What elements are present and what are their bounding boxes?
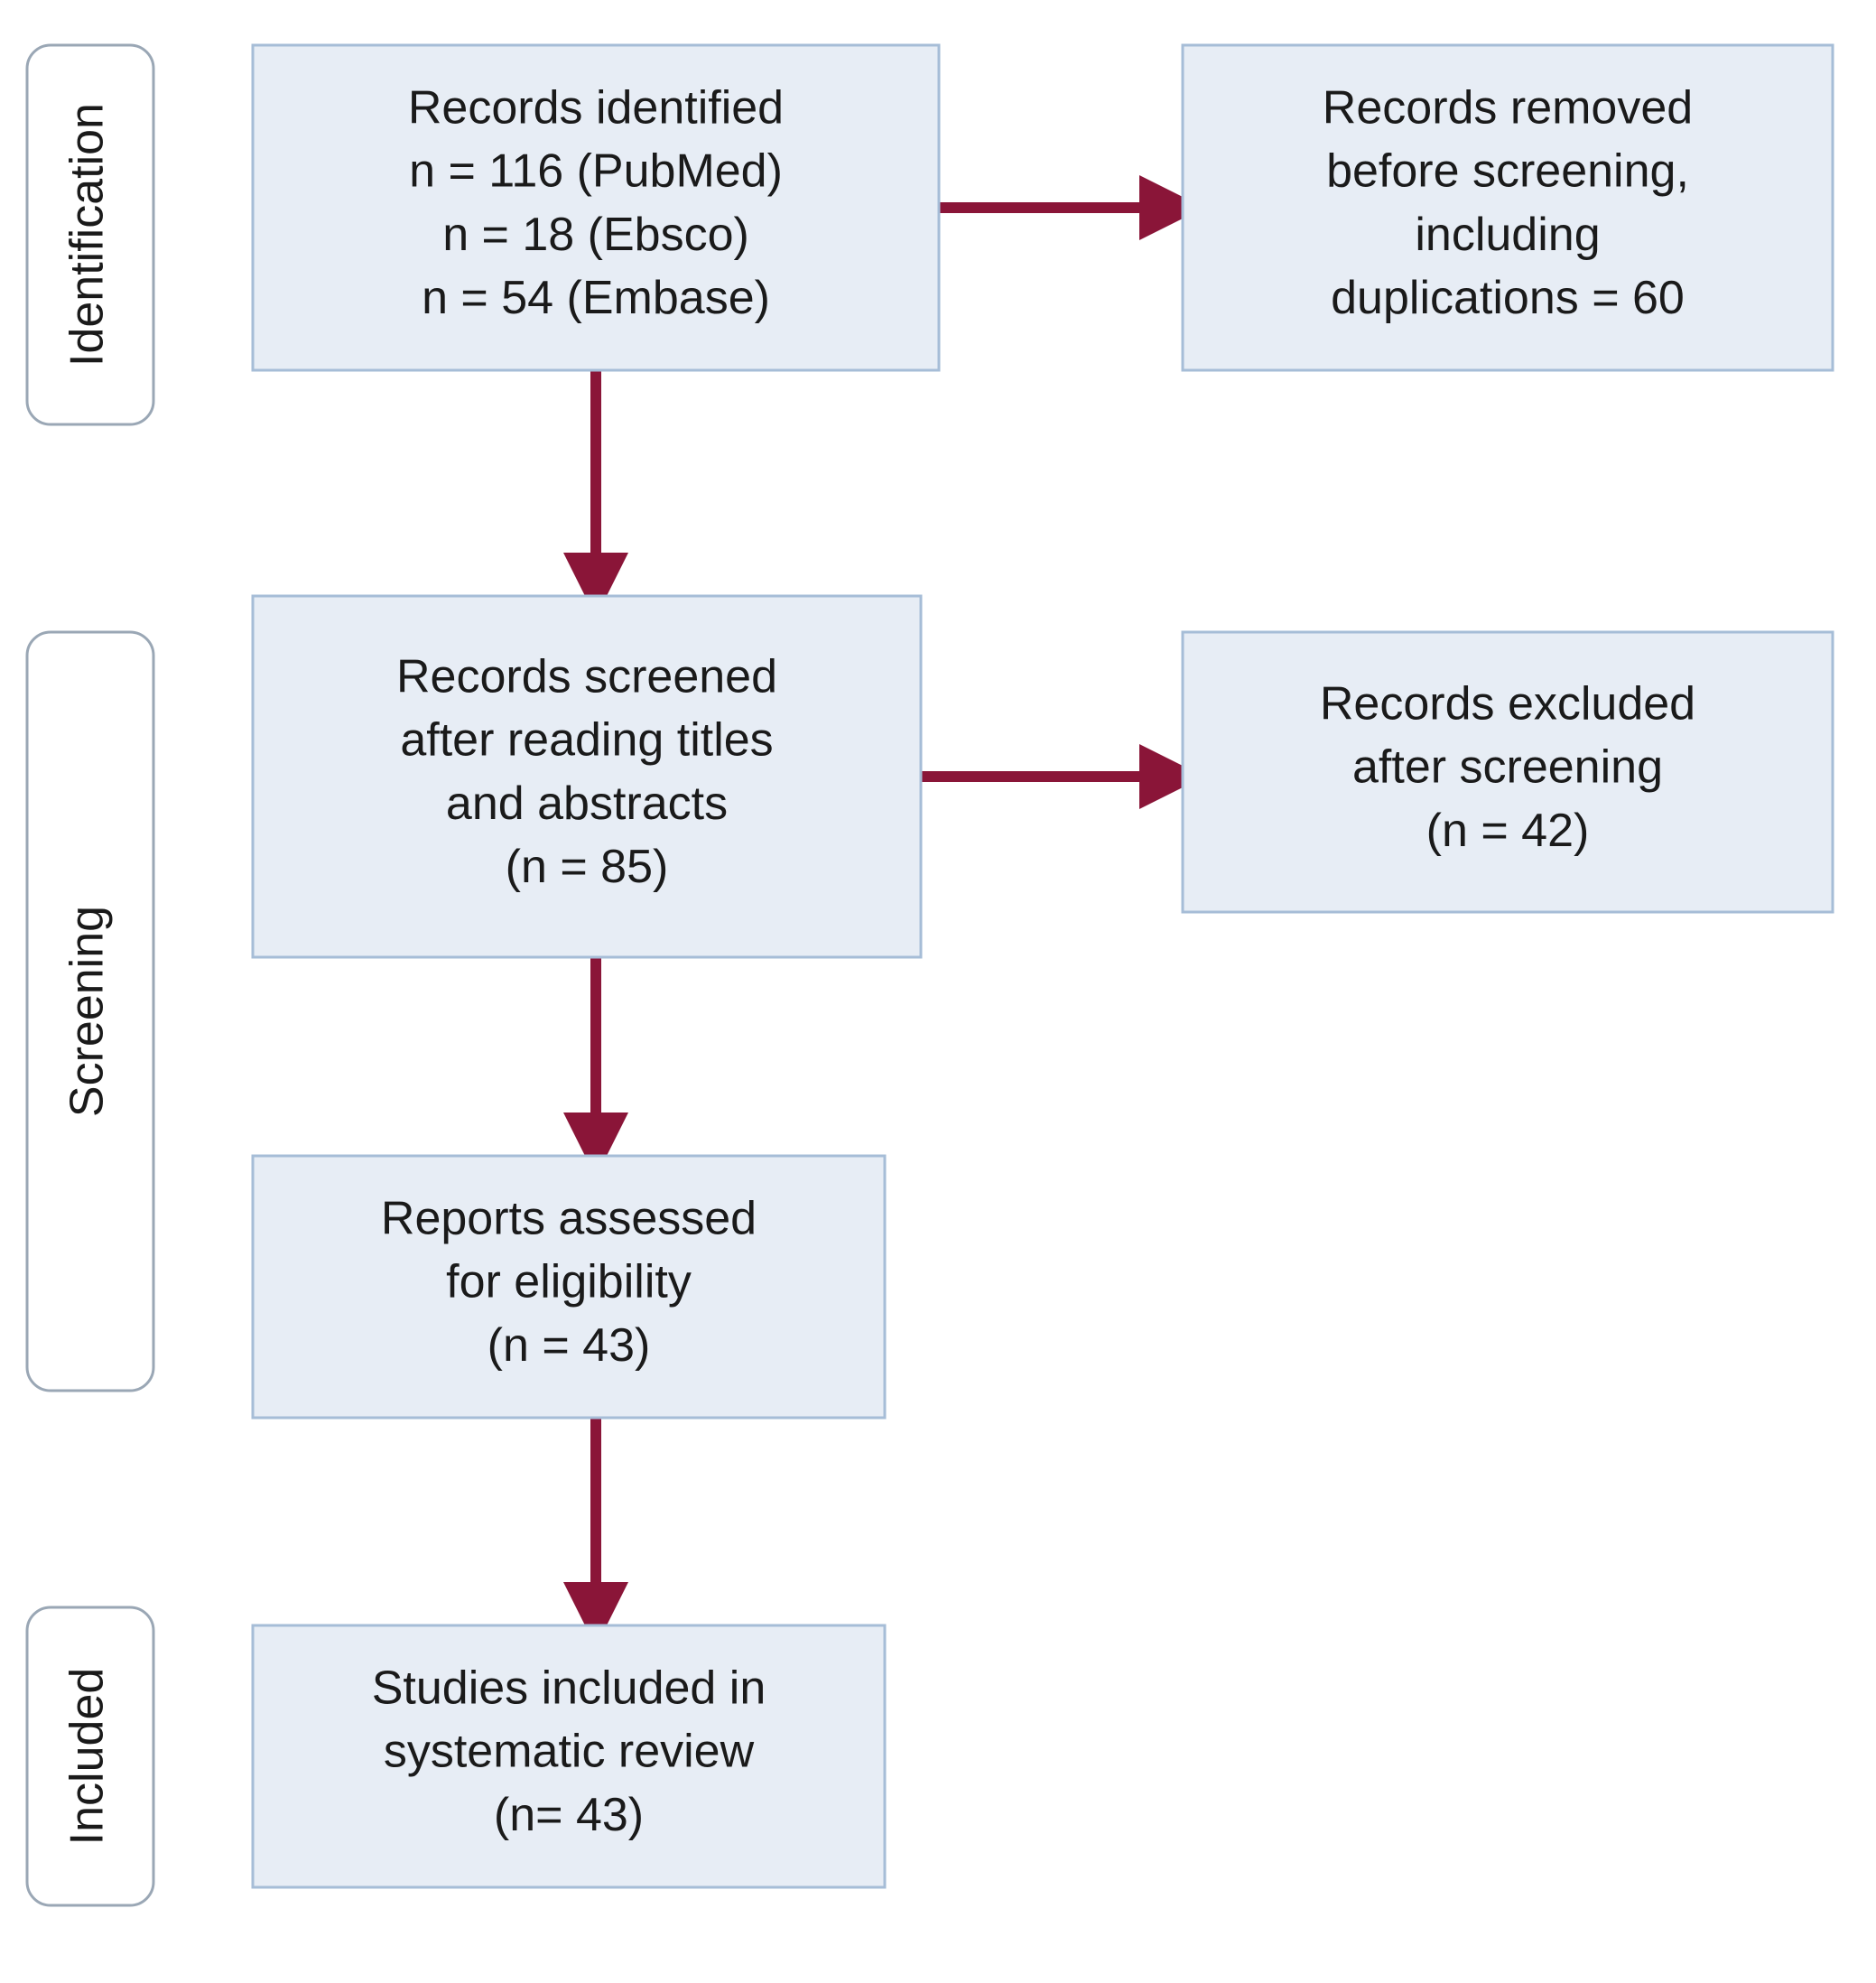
node-records-excluded: Records excludedafter screening(n = 42) [1183,632,1833,912]
prisma-flowchart: Identification Screening Included Records … [0,0,1876,1983]
node-records-identified: Records identifiedn = 116 (PubMed)n = 18… [253,45,939,370]
node-records-removed: Records removedbefore screening,includin… [1183,45,1833,370]
node-records-screened: Records screenedafter reading titlesand … [253,596,921,957]
node-reports-assessed: Reports assessedfor eligibility(n = 43) [253,1156,885,1418]
phase-label: Included [61,1668,114,1846]
phase-included: Included [27,1607,153,1905]
phase-label: Screening [61,906,114,1117]
phase-identification: Identification [27,45,153,424]
phase-label: Identification [61,103,114,367]
phase-screening: Screening [27,632,153,1391]
node-studies-included: Studies included insystematic review(n= … [253,1625,885,1887]
